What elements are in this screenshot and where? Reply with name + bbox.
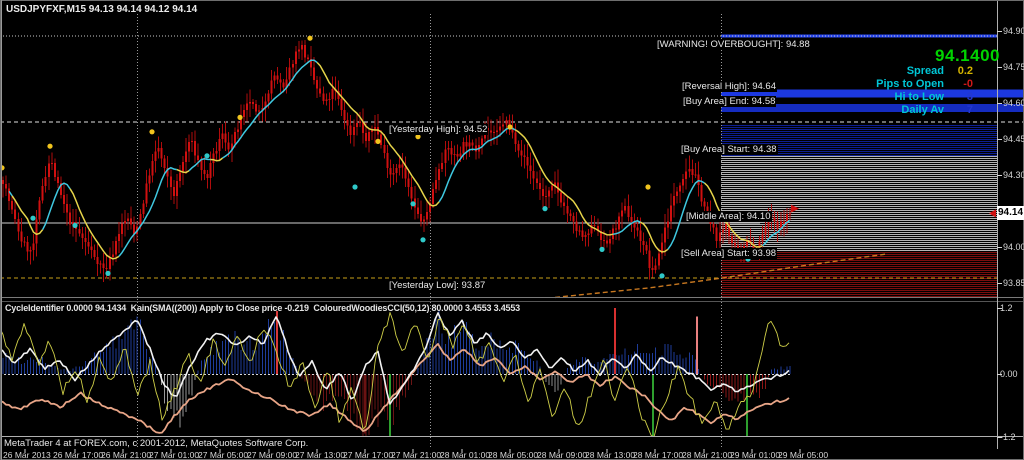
symbol-title: USDJPYFXF,M15 94.13 94.14 94.12 94.14	[6, 4, 198, 15]
indicator-pane-title: CycleIdentifier 0.0000 94.1434 Kain(SMA(…	[5, 303, 520, 313]
pane-borders	[0, 0, 1024, 449]
info-row-spread: Spread 0.2	[907, 65, 973, 77]
price-tick-label: 94.90	[1003, 26, 1024, 36]
bid-price-arrow-icon	[989, 209, 996, 218]
price-tick-label: 94.00	[1003, 242, 1024, 252]
level-band-reversal-high	[721, 89, 1024, 98]
price-tick-label: 94.30	[1003, 170, 1024, 180]
current-price-tag: 94.14	[997, 206, 1024, 221]
info-label: Pips to Open	[876, 78, 944, 90]
candlesticks	[2, 39, 791, 282]
level-label-buy-area-end: [Buy Area] End: 94.58	[682, 95, 777, 107]
info-label: Daily Av	[901, 104, 944, 116]
time-tick-label: 27 Mar 09:00	[247, 450, 298, 460]
price-tick-label: 94.75	[1003, 62, 1024, 72]
info-label: Spread	[906, 65, 944, 77]
current-price-display: 94.1400	[935, 46, 1000, 65]
info-value: 0.2	[957, 65, 973, 77]
level-label-buy-area-start: [Buy Area] Start: 94.38	[680, 143, 778, 155]
info-row-daily-av: Daily Av 7	[901, 104, 973, 116]
moving-average	[8, 59, 791, 260]
time-tick-label: 28 Mar 01:00	[440, 450, 491, 460]
time-tick-label: 26 Mar 2013	[3, 450, 51, 460]
level-label-reversal-high: [Reversal High]: 94.64	[681, 81, 777, 93]
time-tick-label: 27 Mar 01:00	[149, 450, 200, 460]
time-tick-label: 29 Mar 01:00	[730, 450, 781, 460]
cci-indicator-plot	[0, 308, 791, 437]
time-tick-label: 27 Mar 13:00	[295, 450, 346, 460]
level-label-yesterday-high: [Yesterday High]: 94.52	[388, 124, 489, 136]
last-candle-arrow-icon	[791, 204, 799, 213]
axis-ticks	[24, 31, 1002, 453]
time-tick-label: 29 Mar 05:00	[778, 450, 829, 460]
time-tick-label: 28 Mar 21:00	[682, 450, 733, 460]
indicator-tick-label: 0.00	[1000, 369, 1018, 379]
daily-sma-line	[554, 253, 886, 299]
time-tick-label: 26 Mar 21:00	[101, 450, 152, 460]
time-tick-label: 27 Mar 05:00	[198, 450, 249, 460]
time-tick-label: 27 Mar 21:00	[391, 450, 442, 460]
level-label-sell-area-start: [Sell Area] Start: 93.98	[680, 247, 778, 259]
level-label-yesterday-low: [Yesterday Low]: 93.87	[388, 280, 487, 292]
indicator-tick-label: 1.2	[1000, 303, 1013, 313]
price-tick-label: 94.45	[1003, 134, 1024, 144]
time-tick-label: 26 Mar 17:00	[53, 450, 104, 460]
price-markers	[791, 204, 996, 218]
level-band-buy-area-end	[721, 103, 1024, 112]
copyright-watermark: MetaTrader 4 at FOREX.com, c 2001-2012, …	[4, 438, 309, 449]
time-tick-label: 28 Mar 09:00	[537, 450, 588, 460]
info-row-hi-to-low: Hi to Low 3	[895, 91, 974, 103]
info-label: Hi to Low	[894, 91, 945, 103]
info-value: 7	[966, 104, 973, 116]
time-tick-label: 28 Mar 13:00	[585, 450, 636, 460]
indicator-tick-label: -1.2	[1000, 432, 1016, 442]
level-label-middle-area: [Middle Area]: 94.10	[685, 211, 772, 222]
time-tick-label: 28 Mar 05:00	[488, 450, 539, 460]
price-tick-label: 94.60	[1003, 98, 1024, 108]
info-value: 3	[966, 91, 973, 103]
info-value: -0	[963, 78, 973, 90]
time-tick-label: 28 Mar 17:00	[633, 450, 684, 460]
info-row-pips-to-open: Pips to Open -0	[876, 78, 973, 90]
time-tick-label: 27 Mar 17:00	[343, 450, 394, 460]
price-tick-label: 93.85	[1003, 278, 1024, 288]
level-label-warning-overbought: [WARNING! OVERBOUGHT]: 94.88	[656, 38, 811, 50]
